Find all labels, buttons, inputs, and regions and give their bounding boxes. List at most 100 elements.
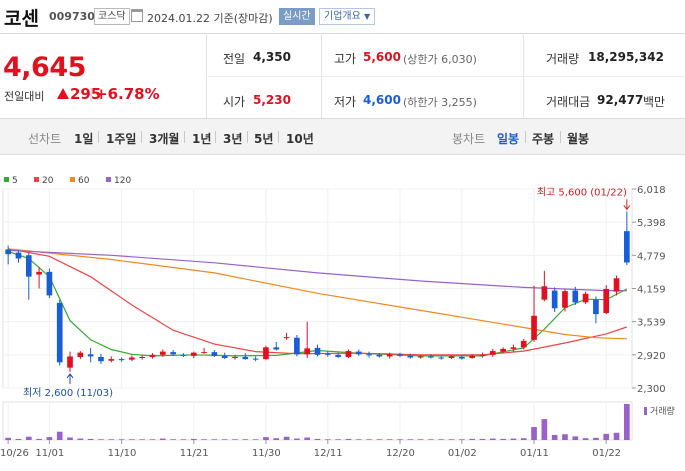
volume-bar	[366, 439, 372, 440]
line-chart-label: 선차트	[28, 132, 62, 146]
legend-label-60: 60	[78, 176, 90, 186]
period-5y[interactable]: 5년	[254, 132, 274, 146]
company-overview-label: 기업개요	[324, 11, 361, 22]
candle-body	[314, 347, 321, 355]
diff-percent: +6.78%	[95, 85, 160, 103]
legend-swatch-60	[70, 177, 75, 182]
volume-bar	[77, 438, 84, 440]
volume-bar	[324, 439, 331, 440]
volume-bar	[459, 439, 465, 440]
candle-body	[541, 286, 548, 300]
candle-body	[294, 337, 300, 355]
volume-bar	[190, 438, 197, 440]
y-tick-label: 6,018	[637, 185, 666, 196]
stock-header: 코센 009730 코스닥 2024.01.22 기준(장마감) 실시간 기업개…	[0, 0, 685, 33]
upper-limit: (상한가 6,030)	[403, 53, 477, 66]
moving-average-ma120	[8, 249, 627, 292]
divider	[525, 131, 526, 143]
volume-bar	[98, 439, 104, 440]
divider	[321, 33, 322, 118]
company-overview-dropdown[interactable]: 기업개요 ▼	[319, 8, 376, 25]
x-tick-label: 01/02	[448, 448, 477, 459]
diff-value: 295	[70, 85, 102, 103]
open-value: 5,230	[253, 93, 291, 107]
candle-body	[304, 348, 311, 355]
volume-bar	[283, 436, 290, 440]
y-tick-label: 5,398	[637, 218, 666, 229]
volume-bar	[407, 439, 414, 440]
candle-body	[459, 356, 465, 359]
candle-body	[593, 299, 599, 315]
volume-bar	[25, 436, 32, 440]
candle-body	[345, 351, 352, 357]
divider	[278, 131, 279, 143]
lower-limit: (하한가 3,255)	[403, 96, 477, 109]
candlestick-chart[interactable]: 5 20 60 120 6,018 5,398 4,779 4,159 3,539 2,920 2…	[0, 170, 685, 471]
y-tick-label: 3,539	[637, 318, 666, 329]
period-10y[interactable]: 10년	[286, 132, 314, 146]
volume-bar	[582, 438, 589, 440]
y-tick-label: 4,779	[637, 251, 666, 262]
volume-bar	[263, 437, 269, 440]
volume-bar	[139, 439, 146, 440]
candle-weekly[interactable]: 주봉	[532, 132, 555, 146]
candle-body	[221, 355, 228, 359]
candle-body	[582, 293, 589, 303]
period-3m[interactable]: 3개월	[149, 132, 180, 146]
candle-body	[376, 354, 383, 357]
diff-separator: |	[89, 87, 94, 102]
y-tick-label: 2,920	[637, 351, 666, 362]
candle-body	[469, 355, 476, 359]
volume-bar	[397, 439, 403, 440]
period-1d[interactable]: 1일	[74, 132, 94, 146]
volume-label: 거래량	[546, 52, 580, 66]
divider	[247, 131, 248, 143]
volume-bar	[386, 439, 393, 440]
volume-bar	[355, 439, 362, 440]
candle-daily[interactable]: 일봉	[497, 132, 520, 146]
candle-monthly[interactable]: 월봉	[567, 132, 590, 146]
base-date: 2024.01.22 기준(장마감)	[147, 12, 273, 25]
volume-bar	[489, 438, 496, 440]
volume-axis-label: 거래량	[650, 405, 675, 417]
legend-swatch-120	[106, 177, 111, 182]
candle-body	[500, 348, 506, 352]
candle-body	[479, 354, 486, 356]
candle-body	[448, 356, 455, 359]
volume-bar	[314, 438, 321, 440]
volume-bar	[129, 439, 135, 440]
volume-bar	[211, 439, 218, 440]
volume-bar	[36, 438, 42, 440]
candle-body	[108, 359, 115, 361]
live-button[interactable]: 실시간	[279, 8, 315, 25]
volume-bar	[541, 419, 548, 440]
candle-body	[118, 359, 125, 361]
volume-bar	[108, 439, 115, 440]
period-1w[interactable]: 1주일	[106, 132, 137, 146]
period-3y[interactable]: 3년	[223, 132, 243, 146]
legend-label-20: 20	[42, 176, 54, 186]
max-price-annotation: 최고 5,600 (01/22)	[537, 186, 627, 198]
candle-body	[531, 315, 537, 340]
volume-bar	[170, 439, 176, 440]
candle-body	[510, 347, 517, 349]
stock-name: 코센	[4, 8, 39, 30]
moving-average-ma60	[8, 248, 627, 340]
volume-plot-frame	[2, 401, 633, 441]
min-price-annotation: 최저 2,600 (11/03)	[23, 387, 113, 399]
x-tick-label: 11/21	[180, 448, 209, 459]
prev-close-value: 4,350	[253, 50, 291, 64]
candle-body	[159, 351, 166, 355]
period-1y[interactable]: 1년	[192, 132, 212, 146]
volume-bar	[87, 438, 94, 440]
high-label: 고가	[334, 52, 357, 66]
candle-body	[520, 340, 527, 348]
volume-bar	[118, 439, 125, 440]
candle-body	[283, 337, 290, 339]
amount-unit: 백만	[643, 95, 666, 109]
candle-body	[98, 356, 104, 362]
divider	[560, 131, 561, 143]
volume-bar	[448, 439, 455, 440]
divider	[523, 33, 524, 118]
volume-bar	[67, 437, 73, 440]
